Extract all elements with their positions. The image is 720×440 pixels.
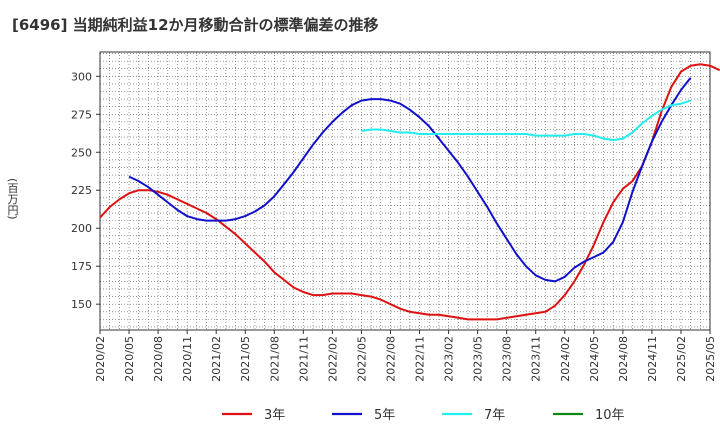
y-tick-label: 150 <box>71 298 92 311</box>
series-line-1 <box>128 77 692 283</box>
y-tick-label: 175 <box>71 260 92 273</box>
series-lines <box>99 63 720 321</box>
y-axis-label: (百万円) <box>6 178 19 220</box>
grid <box>100 52 710 330</box>
x-tick-label: 2020/08 <box>152 336 165 382</box>
x-tick-label: 2023/11 <box>530 336 543 382</box>
legend-label-2: 7年 <box>484 408 505 423</box>
x-tick-label: 2020/05 <box>123 336 136 382</box>
x-tick-label: 2023/02 <box>443 336 456 382</box>
x-tick-label: 2022/05 <box>355 336 368 382</box>
y-tick-label: 225 <box>71 184 92 197</box>
y-tick-label: 250 <box>71 146 92 159</box>
x-tick-label: 2023/08 <box>501 336 514 382</box>
series-line-2 <box>361 99 691 142</box>
series-line-0 <box>99 63 720 321</box>
x-tick-label: 2024/02 <box>559 336 572 382</box>
legend-label-0: 3年 <box>264 408 285 423</box>
plot-frame <box>99 51 711 331</box>
x-tick-label: 2024/08 <box>617 336 630 382</box>
x-tick-label: 2024/05 <box>588 336 601 382</box>
legend: 3年 5年 7年 10年 <box>222 408 625 423</box>
legend-label-3: 10年 <box>595 408 625 423</box>
chart-title: [6496] 当期純利益12か月移動合計の標準偏差の推移 <box>12 16 379 34</box>
x-tick-label: 2023/05 <box>472 336 485 382</box>
x-tick-label: 2025/02 <box>675 336 688 382</box>
x-tick-label: 2021/02 <box>210 336 223 382</box>
y-tick-label: 300 <box>71 70 92 83</box>
plot-background <box>100 52 710 330</box>
x-tick-label: 2021/11 <box>297 336 310 382</box>
x-tick-label: 2022/08 <box>384 336 397 382</box>
x-tick-label: 2021/08 <box>268 336 281 382</box>
x-tick-label: 2024/11 <box>646 336 659 382</box>
x-tick-label: 2020/02 <box>94 336 107 382</box>
y-axis-ticks: 150 175 200 225 250 275 300 <box>71 70 100 311</box>
x-tick-label: 2022/11 <box>414 336 427 382</box>
x-tick-label: 2020/11 <box>181 336 194 382</box>
x-tick-label: 2025/05 <box>704 336 717 382</box>
x-axis-ticks: 2020/02 2020/05 2020/08 2020/11 2021/02 2021/… <box>94 330 717 382</box>
x-tick-label: 2021/05 <box>239 336 252 382</box>
y-tick-label: 275 <box>71 108 92 121</box>
legend-label-1: 5年 <box>374 408 395 423</box>
y-tick-label: 200 <box>71 222 92 235</box>
x-tick-label: 2022/02 <box>326 336 339 382</box>
